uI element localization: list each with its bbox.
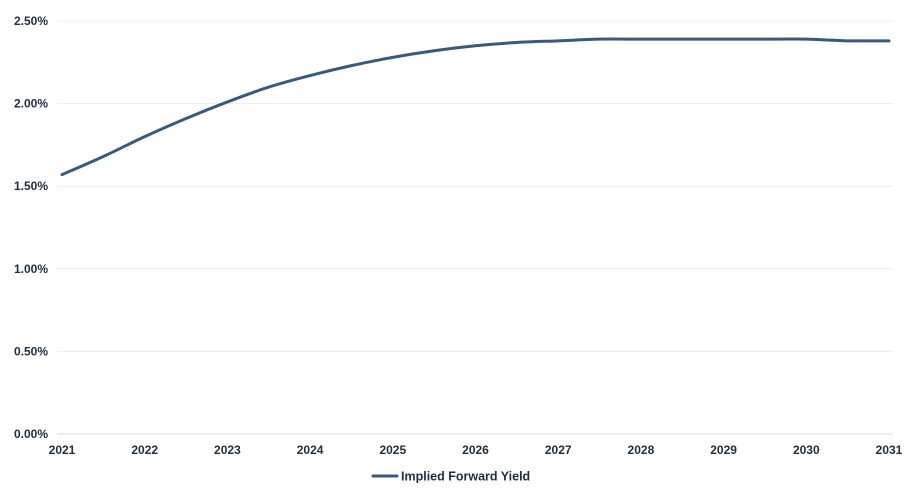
x-tick-label: 2026 xyxy=(462,443,489,457)
x-tick-label: 2021 xyxy=(49,443,76,457)
x-tick-label: 2029 xyxy=(710,443,737,457)
x-tick-label: 2030 xyxy=(793,443,820,457)
legend-label-implied-forward-yield: Implied Forward Yield xyxy=(401,470,530,484)
y-axis-tick-labels: 0.00% 0.50% 1.00% 1.50% 2.00% 2.50% xyxy=(14,14,48,441)
y-tick-label: 0.50% xyxy=(14,344,48,358)
x-axis-tick-labels: 2021 2022 2023 2024 2025 2026 2027 2028 2029 2030… xyxy=(49,443,903,457)
x-tick-label: 2024 xyxy=(297,443,324,457)
y-tick-label: 2.00% xyxy=(14,97,48,111)
series-line-implied-forward-yield xyxy=(60,37,891,177)
y-tick-label: 0.00% xyxy=(14,427,48,441)
x-tick-label: 2028 xyxy=(628,443,655,457)
gridlines xyxy=(57,20,893,435)
series-lines xyxy=(60,37,891,177)
y-tick-label: 1.50% xyxy=(14,179,48,193)
x-tick-label: 2031 xyxy=(876,443,903,457)
x-tick-label: 2023 xyxy=(214,443,241,457)
legend: Implied Forward Yield xyxy=(371,470,530,484)
x-tick-label: 2027 xyxy=(545,443,572,457)
y-tick-label: 2.50% xyxy=(14,14,48,28)
x-tick-label: 2022 xyxy=(131,443,158,457)
x-tick-label: 2025 xyxy=(379,443,406,457)
y-tick-label: 1.00% xyxy=(14,262,48,276)
